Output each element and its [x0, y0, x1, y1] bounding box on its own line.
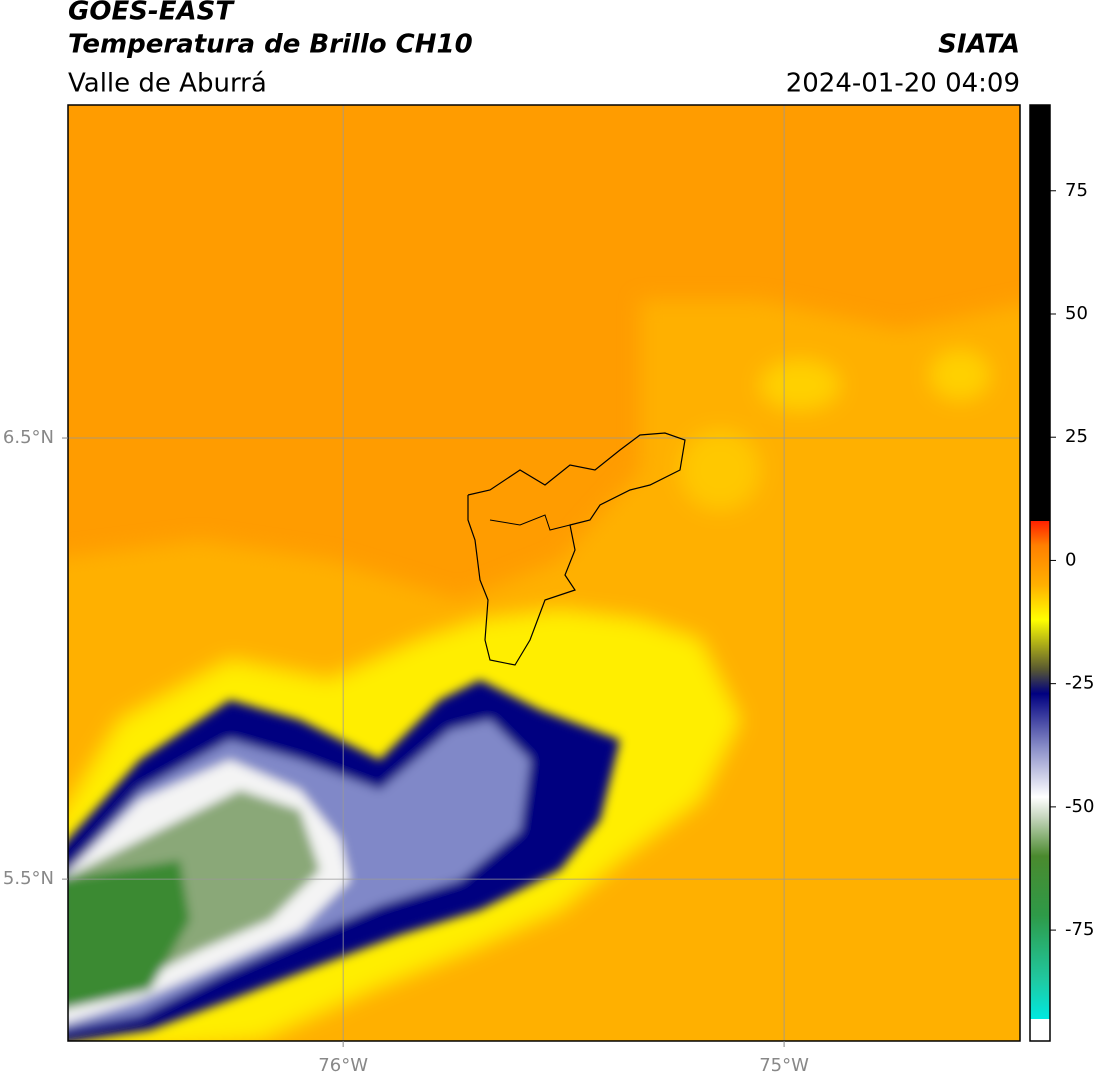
municipality-outline: [467, 432, 686, 666]
grid: [68, 105, 1020, 1041]
municipality-outline: [489, 514, 571, 531]
colorbar-tick-label: 75: [1065, 180, 1088, 201]
y-tick-label: 5.5°N: [3, 868, 54, 889]
datetime: 2024-01-20 04:09: [786, 69, 1020, 99]
colorbar-tick-label: -25: [1065, 673, 1094, 694]
x-tick-label: 75°W: [759, 1055, 809, 1076]
colorbar-tick-label: -50: [1065, 796, 1094, 817]
colorbar-tick-label: 50: [1065, 303, 1088, 324]
title: GOES-EAST: [68, 0, 235, 27]
colorbar-tick-label: -75: [1065, 919, 1094, 940]
y-tick-label: 6.5°N: [3, 427, 54, 448]
subtitle: Temperatura de Brillo CH10: [68, 30, 473, 60]
x-tick-label: 76°W: [318, 1055, 368, 1076]
colorbar: [1029, 104, 1051, 1042]
temperature-field: [68, 105, 1020, 1041]
colorbar-tick-label: 0: [1065, 549, 1076, 570]
map-frame: [67, 104, 1021, 1042]
region: Valle de Aburrá: [68, 69, 267, 99]
source: SIATA: [938, 30, 1020, 60]
colorbar-tick-label: 25: [1065, 426, 1088, 447]
